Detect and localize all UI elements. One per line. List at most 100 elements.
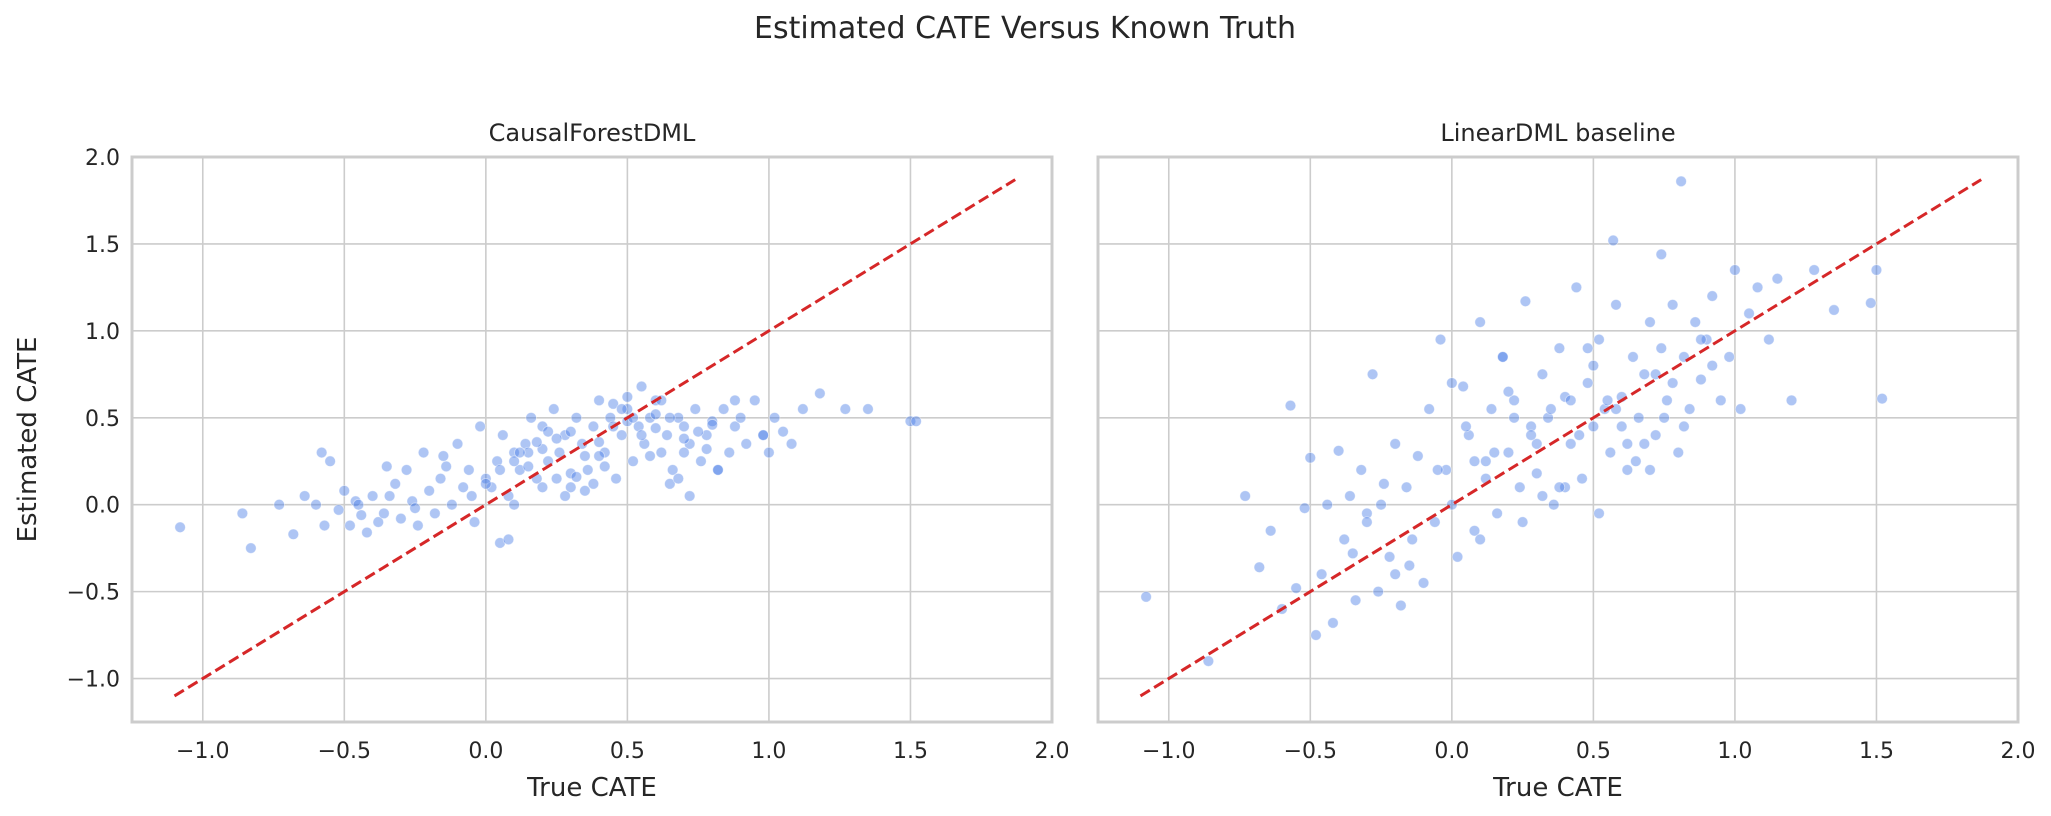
scatter-point: [1706, 359, 1718, 372]
scatter-point: [245, 542, 257, 554]
scatter-point: [649, 422, 662, 434]
scatter-point: [678, 420, 690, 433]
scatter-point: [1610, 299, 1622, 311]
scatter-point: [1655, 248, 1668, 261]
scatter-point: [332, 504, 345, 516]
y-tick-label: 0.0: [85, 494, 120, 519]
scatter-point: [1666, 377, 1679, 389]
scatter-point: [695, 455, 707, 467]
scatter-point: [361, 526, 373, 539]
scatter-point: [706, 419, 719, 431]
x-tick-label: 0.5: [610, 739, 645, 764]
scatter-point: [1644, 464, 1656, 476]
scatter-point: [1338, 533, 1350, 546]
scatter-point: [1565, 394, 1577, 407]
scatter-point: [559, 429, 571, 441]
scatter-point: [1460, 420, 1472, 433]
y-tick-label: 0.5: [85, 407, 120, 432]
scatter-point: [1140, 591, 1152, 603]
x-tick-labels: −1.0 −0.5 0.0 0.5 1.0 1.5 2.0: [176, 739, 1069, 764]
scatter-point: [1347, 547, 1359, 560]
scatter-point: [1491, 507, 1503, 520]
scatter-point: [1321, 498, 1333, 511]
scatter-point: [664, 478, 676, 490]
scatter-point: [1468, 455, 1481, 467]
scatter-point: [236, 507, 249, 520]
scatter-point: [712, 464, 724, 476]
scatter-point: [1400, 481, 1413, 494]
scatter-point: [1290, 582, 1302, 594]
scatter-point: [1607, 234, 1619, 247]
scatter-point: [1582, 342, 1594, 354]
scatter-point: [593, 394, 605, 407]
x-tick-label: 0.0: [468, 739, 503, 764]
scatter-point: [491, 455, 503, 467]
scatter-point: [565, 467, 577, 480]
scatter-point: [1372, 585, 1384, 598]
x-tick-label: 1.0: [751, 739, 786, 764]
scatter-point: [1658, 412, 1670, 424]
scatter-point: [1570, 281, 1583, 294]
scatter-point: [1375, 498, 1387, 511]
scatter-point: [1525, 420, 1537, 433]
scatter-point: [1785, 394, 1798, 407]
scatter-point: [610, 472, 622, 485]
scatter-point: [1431, 464, 1444, 476]
scatter-point: [763, 446, 775, 459]
scatter-point: [644, 412, 656, 424]
scatter-point: [862, 403, 874, 415]
scatter-point: [502, 533, 515, 546]
scatter-point: [749, 394, 761, 407]
scatter-point: [1604, 446, 1617, 459]
x-tick-label: −0.5: [1284, 739, 1337, 764]
scatter-point: [1344, 490, 1356, 502]
scatter-point: [519, 438, 532, 450]
scatter-point: [1389, 438, 1401, 450]
scatter-point: [381, 460, 393, 473]
scatter-point: [395, 512, 407, 525]
y-tick-labels: −1.0 −0.5 0.0 0.5 1.0 1.5 2.0: [67, 146, 120, 693]
scatter-point: [514, 464, 526, 476]
scatter-point: [1451, 551, 1464, 563]
scatter-point: [1587, 420, 1600, 433]
scatter-point: [729, 394, 741, 407]
x-tick-label: 2.0: [1035, 739, 1070, 764]
scatter-point: [536, 481, 549, 494]
scatter-point: [400, 464, 413, 476]
scatter-point: [298, 490, 311, 502]
scatter-point: [383, 490, 396, 502]
figure-title: Estimated CATE Versus Known Truth: [754, 11, 1296, 46]
scatter-point: [389, 478, 401, 490]
scatter-point: [429, 507, 441, 520]
scatter-point: [579, 485, 591, 497]
scatter-point: [649, 408, 662, 420]
x-tick-label: −0.5: [318, 739, 371, 764]
x-tick-label: 1.5: [893, 739, 928, 764]
scatter-point: [785, 438, 798, 450]
scatter-point: [485, 481, 498, 494]
scatter-point: [768, 412, 781, 424]
scatter-point: [655, 446, 668, 459]
scatter-point: [531, 436, 543, 448]
scatter-point: [1508, 394, 1520, 407]
y-tick-label: 2.0: [85, 146, 120, 171]
panel-causal-forest: −1.0 −0.5 0.0 0.5 1.0 1.5 2.0 −1.0 −0.5 0.0 0.5 1.…: [13, 119, 1070, 803]
scatter-point: [1480, 455, 1492, 467]
scatter-point: [355, 509, 367, 521]
scatter-point: [604, 412, 617, 424]
scatter-point: [480, 478, 492, 490]
scatter-point: [1706, 290, 1718, 302]
scatter-point: [1502, 446, 1515, 459]
scatter-point: [672, 472, 685, 485]
scatter-point: [494, 537, 506, 549]
scatter-point: [797, 403, 809, 415]
scatter-point: [559, 490, 571, 502]
scatter-point: [1587, 359, 1600, 372]
scatter-point: [616, 429, 628, 441]
scatter-point: [910, 415, 922, 427]
scatter-point: [497, 429, 509, 441]
scatter-point: [666, 464, 679, 476]
scatter-point: [706, 415, 719, 427]
y-tick-label: 1.0: [85, 320, 120, 345]
scatter-point: [1751, 281, 1764, 294]
